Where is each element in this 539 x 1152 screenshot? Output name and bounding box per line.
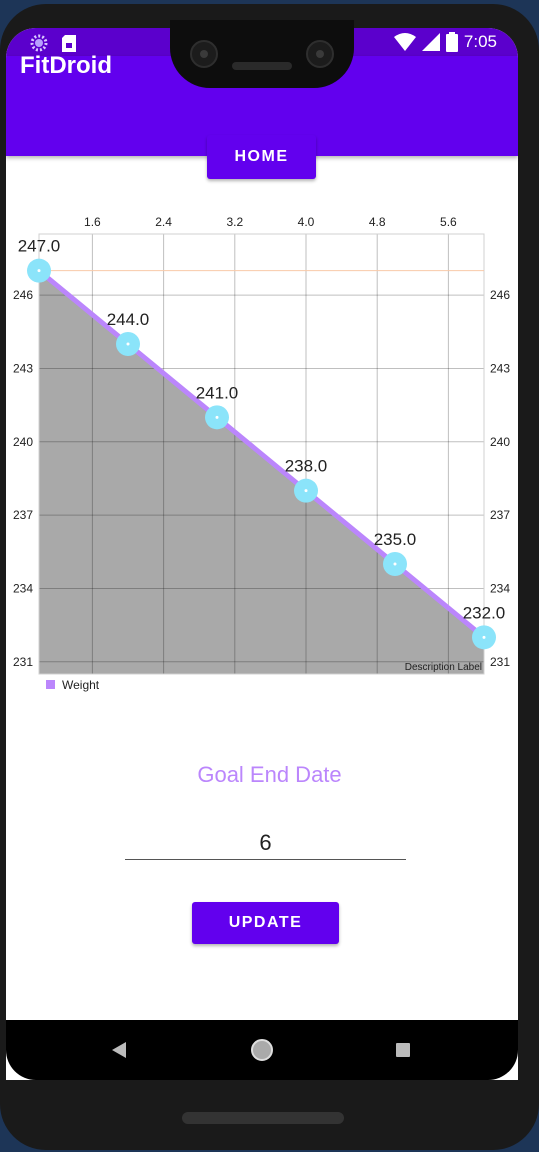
y-tick-label-right: 237 <box>490 508 510 522</box>
spinner-icon <box>30 34 48 52</box>
data-point-center <box>216 416 219 419</box>
goal-end-date-label: Goal End Date <box>0 762 539 788</box>
earpiece-speaker <box>232 62 292 70</box>
data-label: 235.0 <box>374 530 417 549</box>
data-point-center <box>38 269 41 272</box>
area-fill <box>39 271 484 674</box>
chart-description: Description Label <box>405 662 482 673</box>
y-tick-label-left: 246 <box>13 288 33 302</box>
goal-end-date-input[interactable] <box>125 826 406 860</box>
y-tick-label-left: 243 <box>13 361 33 375</box>
data-label: 244.0 <box>107 310 150 329</box>
x-tick-label: 5.6 <box>440 215 457 229</box>
bottom-speaker <box>182 1112 344 1124</box>
front-camera-left <box>190 40 218 68</box>
navigation-bar <box>6 1020 518 1080</box>
home-button[interactable]: HOME <box>207 135 316 179</box>
data-label: 232.0 <box>463 603 506 622</box>
x-tick-label: 2.4 <box>155 215 172 229</box>
y-tick-label-right: 234 <box>490 581 510 595</box>
x-tick-label: 3.2 <box>226 215 243 229</box>
y-tick-label-right: 243 <box>490 361 510 375</box>
wifi-icon <box>394 33 416 51</box>
data-point-center <box>305 489 308 492</box>
y-tick-label-right: 246 <box>490 288 510 302</box>
y-tick-label-left: 234 <box>13 581 33 595</box>
weight-line-chart[interactable]: 247.0 244.0 241.0 238.0 235.0 232.0 1.6 2.4 3.2 4… <box>0 200 539 700</box>
x-tick-label: 1.6 <box>84 215 101 229</box>
data-label: 241.0 <box>196 383 239 402</box>
y-tick-label-left: 231 <box>13 655 33 669</box>
app-title: FitDroid <box>20 52 112 80</box>
data-point-center <box>483 636 486 639</box>
y-tick-label-left: 237 <box>13 508 33 522</box>
back-icon[interactable] <box>112 1042 128 1058</box>
legend-label: Weight <box>62 678 100 692</box>
status-time: 7:05 <box>464 32 497 52</box>
home-icon[interactable] <box>250 1038 274 1062</box>
data-label: 247.0 <box>18 237 61 256</box>
cell-signal-icon <box>422 33 440 51</box>
status-right-icons: 7:05 <box>394 32 497 52</box>
legend-swatch <box>46 680 55 689</box>
data-point-center <box>127 343 130 346</box>
x-tick-label: 4.0 <box>298 215 315 229</box>
front-camera-right <box>306 40 334 68</box>
y-tick-label-left: 240 <box>13 435 33 449</box>
sim-card-icon <box>62 35 76 52</box>
recents-icon[interactable] <box>396 1043 410 1057</box>
y-tick-label-right: 231 <box>490 655 510 669</box>
y-tick-label-right: 240 <box>490 435 510 449</box>
x-tick-label: 4.8 <box>369 215 386 229</box>
status-left-icons <box>30 34 76 52</box>
data-point-center <box>394 563 397 566</box>
data-label: 238.0 <box>285 457 328 476</box>
battery-icon <box>446 32 458 52</box>
camera-notch <box>170 20 354 88</box>
update-button[interactable]: UPDATE <box>192 902 339 944</box>
